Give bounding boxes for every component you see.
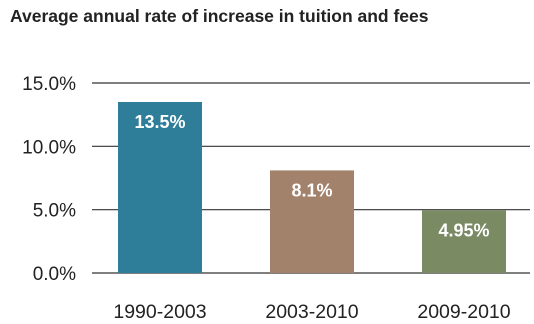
bars: 13.5% 8.1% 4.95%: [118, 102, 506, 273]
data-label: 4.95%: [438, 220, 489, 240]
x-category-label: 2009-2010: [417, 301, 510, 323]
data-label: 8.1%: [291, 180, 332, 200]
y-tick-label: 10.0%: [22, 137, 76, 158]
chart-title: Average annual rate of increase in tuiti…: [10, 6, 429, 26]
x-category-label: 1990-2003: [113, 301, 206, 323]
bar-2003-2010: [270, 170, 354, 273]
y-axis-tick-labels: 0.0% 5.0% 10.0% 15.0%: [22, 74, 76, 285]
bar-1990-2003: [118, 102, 202, 273]
y-tick-label: 0.0%: [33, 264, 76, 285]
x-category-label: 2003-2010: [265, 301, 358, 323]
y-tick-label: 15.0%: [22, 74, 76, 95]
y-tick-label: 5.0%: [33, 201, 76, 222]
x-axis-category-labels: 1990-2003 2003-2010 2009-2010: [113, 301, 510, 323]
bar-2009-2010: [422, 210, 506, 273]
data-label: 13.5%: [134, 112, 185, 132]
